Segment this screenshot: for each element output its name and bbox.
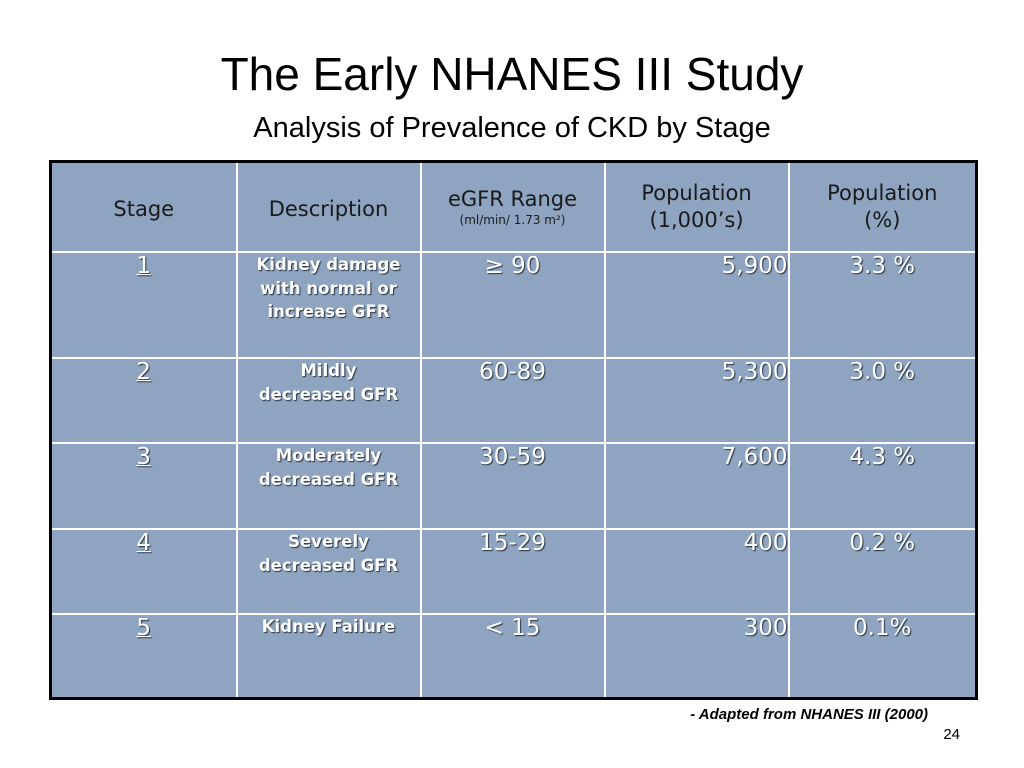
header-stage: Stage [49, 160, 238, 253]
stage-cell: 3 [49, 442, 238, 530]
header-egfr-label: eGFR Range [447, 187, 578, 211]
stage-cell: 1 [49, 251, 238, 359]
percent-cell: 0.1% [787, 613, 978, 699]
population-cell: 5,900 [603, 251, 790, 359]
table-row: 2 Mildly decreased GFR 60-89 5,300 3.0 % [49, 357, 978, 444]
stage-cell: 2 [49, 357, 238, 444]
header-pop-pct-line1: Population [827, 181, 938, 205]
slide-title: The Early NHANES III Study [220, 48, 804, 100]
stage-number: 2 [136, 359, 152, 385]
stage-number: 4 [136, 530, 152, 556]
description-cell: Moderately decreased GFR [235, 442, 422, 530]
table-row: 1 Kidney damage with normal or increase … [49, 251, 978, 359]
egfr-cell: 30-59 [419, 442, 606, 530]
header-pop-thousands-line2: (1,000’s) [649, 208, 744, 232]
description-cell: Kidney Failure [235, 613, 422, 699]
population-cell: 7,600 [603, 442, 790, 530]
egfr-cell: < 15 [419, 613, 606, 699]
description-cell: Kidney damage with normal or increase GF… [235, 251, 422, 359]
percent-cell: 0.2 % [787, 528, 978, 615]
stage-number: 5 [136, 615, 152, 641]
stage-cell: 4 [49, 528, 238, 615]
header-population-percent: Population (%) [787, 160, 978, 253]
stage-number: 1 [136, 253, 152, 279]
header-description: Description [235, 160, 422, 253]
ckd-stage-table: Stage Description eGFR Range (ml/min/ 1.… [49, 160, 978, 700]
egfr-cell: ≥ 90 [419, 251, 606, 359]
egfr-cell: 15-29 [419, 528, 606, 615]
population-cell: 400 [603, 528, 790, 615]
percent-cell: 4.3 % [787, 442, 978, 530]
stage-cell: 5 [49, 613, 238, 699]
source-note: - Adapted from NHANES III (2000) [690, 706, 928, 723]
description-cell: Mildly decreased GFR [235, 357, 422, 444]
stage-number: 3 [136, 444, 152, 470]
header-pop-pct-line2: (%) [864, 208, 901, 232]
population-cell: 5,300 [603, 357, 790, 444]
header-population-thousands: Population (1,000’s) [603, 160, 790, 253]
table-row: 4 Severely decreased GFR 15-29 400 0.2 % [49, 528, 978, 615]
population-cell: 300 [603, 613, 790, 699]
percent-cell: 3.0 % [787, 357, 978, 444]
description-cell: Severely decreased GFR [235, 528, 422, 615]
egfr-cell: 60-89 [419, 357, 606, 444]
header-egfr-unit: (ml/min/ 1.73 m²) [459, 213, 566, 227]
header-egfr-range: eGFR Range (ml/min/ 1.73 m²) [419, 160, 606, 253]
page-number: 24 [943, 726, 960, 743]
header-pop-thousands-line1: Population [641, 181, 752, 205]
slide-subtitle: Analysis of Prevalence of CKD by Stage [253, 112, 771, 144]
percent-cell: 3.3 % [787, 251, 978, 359]
table-row: 5 Kidney Failure < 15 300 0.1% [49, 613, 978, 699]
table-row: 3 Moderately decreased GFR 30-59 7,600 4… [49, 442, 978, 530]
table-header-row: Stage Description eGFR Range (ml/min/ 1.… [49, 160, 978, 253]
